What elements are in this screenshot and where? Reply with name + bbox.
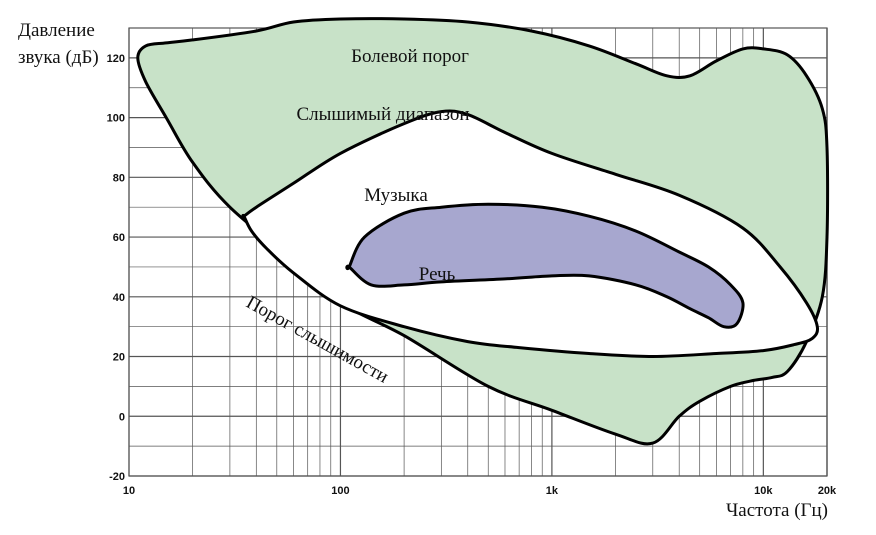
x-tick-label: 20k [818, 485, 837, 497]
y-tick-label: 0 [119, 411, 125, 423]
audible-range-label: Слышимый диапазон [296, 104, 469, 125]
y-tick-label: 120 [107, 53, 125, 65]
x-tick-label: 10 [123, 485, 135, 497]
x-tick-label: 100 [331, 485, 349, 497]
x-axis-title: Частота (Гц) [726, 500, 828, 521]
pain-threshold-label: Болевой порог [351, 46, 469, 67]
y-tick-label: 20 [113, 352, 125, 364]
tick-labels: -20 0 20 40 60 80 100 120 10 100 1k 10k 20k [107, 53, 837, 497]
x-tick-label: 10k [754, 485, 773, 497]
speech-area [345, 202, 745, 329]
music-label: Музыка [364, 185, 428, 206]
y-axis-title-line-2: звука (дБ) [18, 47, 99, 68]
y-tick-label: 80 [113, 172, 125, 184]
y-tick-label: -20 [109, 471, 125, 483]
data-areas [136, 17, 830, 446]
speech-label: Речь [419, 264, 456, 285]
y-tick-label: 100 [107, 113, 125, 125]
y-axis-title-line-1: Давление [18, 20, 95, 41]
y-tick-label: 40 [113, 292, 125, 304]
x-tick-label: 1k [546, 485, 559, 497]
y-tick-label: 60 [113, 232, 125, 244]
